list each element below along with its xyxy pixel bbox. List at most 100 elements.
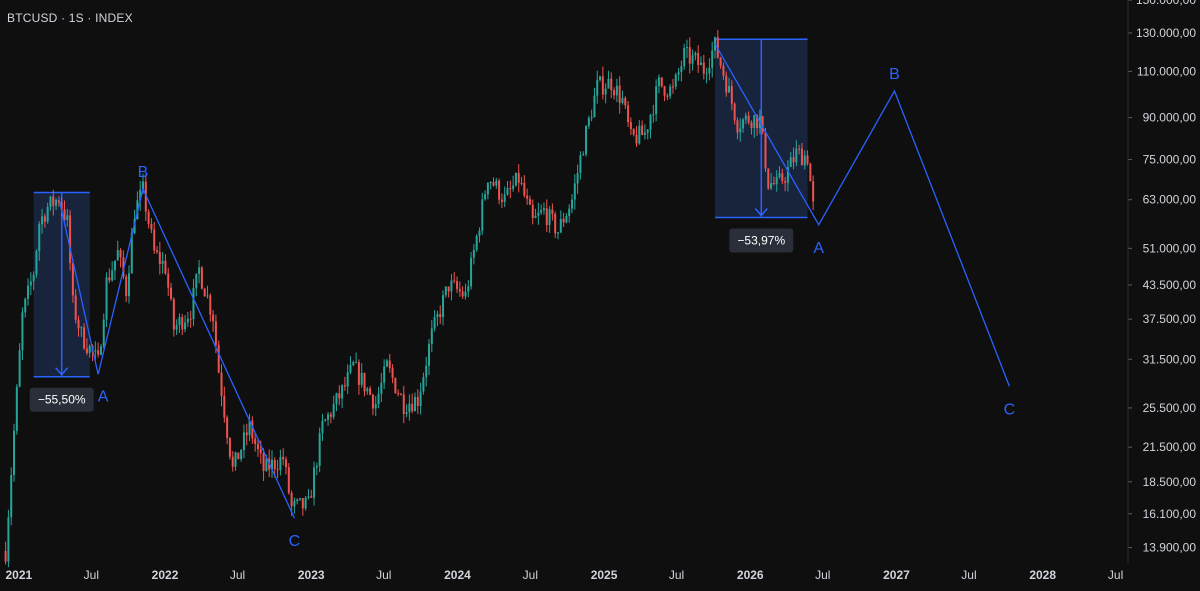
price-tick-label: 13.900,00 (1143, 541, 1197, 555)
candle-body (119, 250, 122, 258)
candle-body (627, 105, 630, 123)
candle-body (503, 194, 506, 202)
candle-body (699, 62, 702, 66)
candle-body (324, 419, 327, 422)
candle-body (677, 72, 680, 75)
candle-body (251, 420, 254, 439)
time-tick-label: Jul (230, 568, 245, 582)
drawdown-arrow-head (55, 367, 69, 376)
candle-body (13, 430, 16, 475)
candle-body (481, 199, 484, 231)
candle-body (599, 76, 602, 80)
candle-body (556, 232, 559, 234)
candle-body (60, 202, 63, 210)
price-tick-label: 43.500,00 (1143, 278, 1197, 292)
candle-body (495, 180, 498, 186)
candle-body (122, 257, 125, 277)
candle-body (551, 209, 554, 215)
candle-body (649, 115, 652, 130)
candle-body (761, 116, 764, 132)
candle-body (663, 86, 666, 96)
candle-body (812, 181, 815, 202)
candle-body (15, 386, 18, 431)
candle-body (285, 459, 288, 468)
price-axis[interactable]: 150.000,00 130.000,00 110.000,00 90.000,00 7… (1127, 0, 1197, 563)
candle-body (789, 157, 792, 168)
candle-body (150, 223, 153, 230)
candle-body (287, 467, 290, 493)
candle-body (778, 173, 781, 178)
candle-body (809, 163, 812, 182)
candle-body (680, 66, 683, 73)
candle-body (366, 388, 369, 392)
candle-body (377, 394, 380, 405)
candle-body (542, 208, 545, 211)
candle-body (652, 114, 655, 116)
candle-body (722, 65, 725, 76)
candle-body (343, 385, 346, 387)
candle-body (332, 403, 335, 417)
wave-label-c: C (1004, 401, 1016, 418)
candle-body (399, 394, 402, 396)
drawdown-label-bg (29, 387, 94, 412)
candle-body (214, 321, 217, 345)
candle-body (719, 57, 722, 66)
candle-body (425, 365, 428, 378)
candle-body (394, 378, 397, 394)
candle-body (237, 452, 240, 460)
wave-2025-2027[interactable] (714, 43, 1011, 387)
candle-body (554, 214, 557, 234)
candle-body (313, 467, 316, 498)
candle-body (742, 119, 745, 129)
wave-2021-2022[interactable] (58, 187, 296, 519)
candle-body (310, 496, 313, 498)
candle-body (57, 199, 60, 203)
candle-body (694, 53, 697, 56)
candle-body (46, 206, 49, 222)
candle-body (299, 498, 302, 500)
candle-body (531, 204, 534, 218)
candle-body (262, 453, 265, 471)
candle-body (618, 85, 621, 104)
candle-body (660, 77, 663, 87)
candle-body (509, 188, 512, 190)
wave-label-b: B (138, 164, 149, 181)
candle-body (125, 276, 128, 297)
candle-body (304, 497, 307, 509)
candle-body (405, 412, 408, 415)
candle-body (273, 459, 276, 470)
candle-body (108, 277, 111, 281)
candle-body (559, 218, 562, 233)
candle-body (638, 125, 641, 144)
candle-body (170, 287, 173, 300)
candle-body (629, 122, 632, 130)
candle-body (32, 274, 35, 282)
time-axis[interactable]: 2021 Jul 2022 Jul 2023 Jul 2024 Jul 2025 Jul 2026 J… (5, 568, 1123, 582)
candle-body (248, 420, 251, 436)
candle-body (217, 344, 220, 373)
candle-body (203, 288, 206, 297)
candle-body (130, 232, 133, 274)
candle-body (7, 517, 10, 562)
candle-body (798, 148, 801, 150)
candle-body (593, 95, 596, 118)
candle-body (526, 195, 529, 199)
candle-body (512, 185, 515, 189)
candle-body (800, 148, 803, 166)
price-tick-label: 18.500,00 (1143, 475, 1197, 489)
candle-body (192, 288, 195, 320)
candle-body (296, 499, 299, 502)
candle-body (764, 131, 767, 169)
candle-body (708, 67, 711, 74)
candle-body (428, 344, 431, 366)
candle-body (27, 285, 30, 299)
candle-body (226, 417, 229, 438)
time-tick-label: 2023 (298, 568, 325, 582)
candle-body (74, 295, 77, 320)
candle-body (601, 76, 604, 95)
wave-label-c: C (289, 533, 301, 550)
candle-body (733, 103, 736, 121)
candle-body (408, 403, 411, 413)
